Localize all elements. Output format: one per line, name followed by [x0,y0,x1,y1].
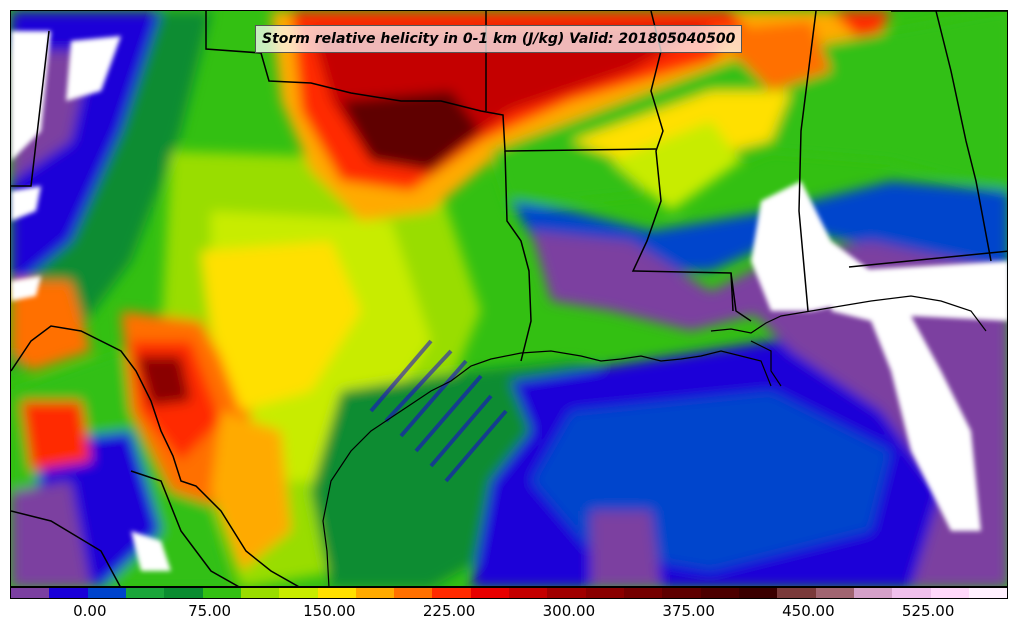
colorbar-segment [125,588,165,598]
colorbar [10,587,1008,599]
colorbar-segment [87,588,126,598]
helicity-map [11,11,1007,586]
colorbar-segment [547,588,586,598]
colorbar-segment [240,588,280,598]
colorbar-tick-label: 300.00 [542,602,596,620]
colorbar-segment [968,588,1008,598]
colorbar-segment [700,588,739,598]
colorbar-tick-label: 525.00 [901,602,955,620]
colorbar-segment [853,588,893,598]
colorbar-segment [624,588,663,598]
colorbar-segment [394,588,433,598]
colorbar-tick-label: 450.00 [782,602,835,620]
colorbar-segment [509,588,548,598]
colorbar-segment [355,588,395,598]
colorbar-segment [892,588,931,598]
colorbar-tick-label: 0.00 [73,602,107,620]
map-panel: Storm relative helicity in 0-1 km (J/kg)… [10,10,1008,587]
colorbar-segment [930,588,969,598]
colorbar-segment [317,588,356,598]
colorbar-tick-label: 75.00 [188,602,232,620]
colorbar-segment [738,588,778,598]
colorbar-tick-label: 375.00 [662,602,715,620]
colorbar-segment [279,588,318,598]
colorbar-segment [164,588,203,598]
colorbar-segment [11,588,50,598]
colorbar-segment [470,588,510,598]
colorbar-segment [202,588,241,598]
colorbar-tick-label: 150.00 [303,602,356,620]
colorbar-segment [49,588,88,598]
colorbar-tick-label: 225.00 [422,602,476,620]
colorbar-segment [777,588,816,598]
map-title: Storm relative helicity in 0-1 km (J/kg)… [255,25,743,53]
coastline [322,295,987,586]
colorbar-segment [432,588,471,598]
colorbar-tick-labels: 0.00 75.00 150.00 225.00 300.00 375.00 450.00 5… [10,600,1008,630]
colorbar-segment [662,588,701,598]
colorbar-segment [585,588,624,598]
colorbar-segment [815,588,854,598]
